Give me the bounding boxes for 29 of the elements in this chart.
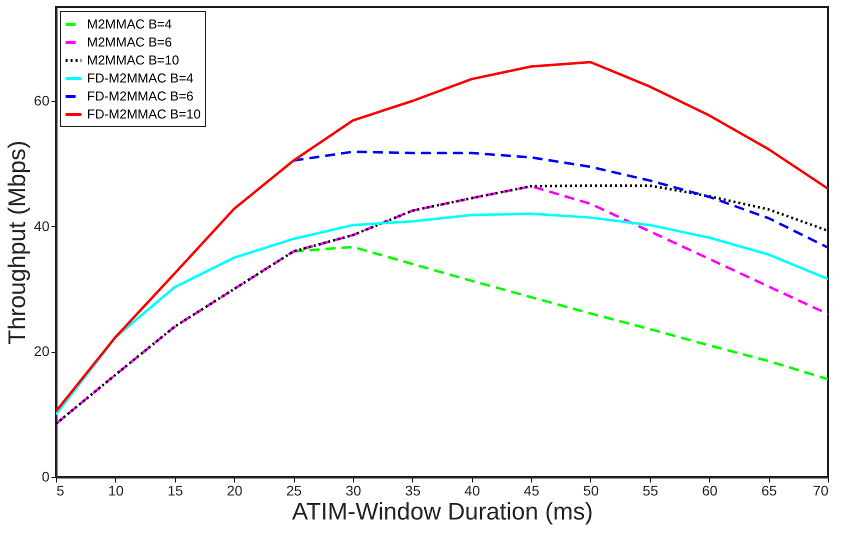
legend-label: M2MMAC B=10 bbox=[87, 52, 180, 68]
x-tick-label: 40 bbox=[464, 482, 480, 498]
line-series bbox=[56, 212, 828, 416]
x-tick-label: 25 bbox=[286, 482, 302, 498]
y-tick-label: 0 bbox=[42, 468, 50, 484]
x-tick-label: 5 bbox=[56, 482, 64, 498]
legend-label: M2MMAC B=6 bbox=[87, 34, 172, 50]
x-tick-label: 65 bbox=[761, 482, 778, 498]
x-tick-label: 20 bbox=[226, 482, 243, 498]
x-tick-label: 50 bbox=[583, 482, 599, 498]
legend-label: FD-M2MMAC B=6 bbox=[87, 88, 194, 104]
legend-label: FD-M2MMAC B=4 bbox=[87, 70, 194, 86]
x-axis-title: ATIM-Window Duration (ms) bbox=[292, 498, 593, 526]
x-tick-label: 10 bbox=[108, 482, 124, 498]
legend-label: M2MMAC B=4 bbox=[87, 16, 172, 32]
legend-label: FD-M2MMAC B=10 bbox=[87, 106, 201, 122]
line-series bbox=[292, 246, 828, 380]
x-tick-label: 60 bbox=[702, 482, 718, 498]
x-tick-label: 15 bbox=[167, 482, 184, 498]
line-series bbox=[292, 150, 828, 249]
y-tick-label: 40 bbox=[34, 218, 50, 234]
y-tick-label: 60 bbox=[34, 92, 50, 108]
x-tick-label: 55 bbox=[642, 482, 658, 498]
y-tick-label: 20 bbox=[34, 343, 50, 360]
y-axis-title: Throughput (Mbps) bbox=[4, 140, 31, 345]
x-tick-label: 45 bbox=[524, 482, 540, 498]
x-tick-label: 35 bbox=[405, 482, 421, 498]
x-tick-label: 30 bbox=[346, 482, 362, 498]
x-tick-label: 70 bbox=[812, 482, 829, 498]
